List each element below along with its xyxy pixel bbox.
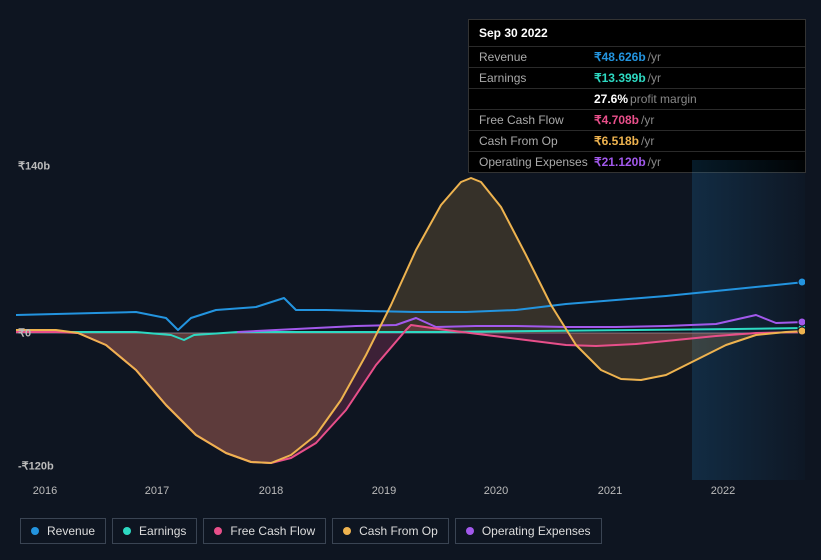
legend-dot-icon bbox=[466, 527, 474, 535]
legend-dot-icon bbox=[343, 527, 351, 535]
legend-label: Cash From Op bbox=[359, 524, 438, 538]
x-tick-label: 2017 bbox=[145, 485, 169, 497]
tooltip-label: Earnings bbox=[479, 71, 594, 85]
x-axis: 2016 2017 2018 2019 2020 2021 2022 bbox=[16, 485, 805, 505]
legend-label: Revenue bbox=[47, 524, 95, 538]
x-tick-label: 2018 bbox=[259, 485, 283, 497]
legend-label: Earnings bbox=[139, 524, 186, 538]
chart-canvas bbox=[16, 160, 805, 480]
tooltip-profit-margin: 27.6% profit margin bbox=[469, 88, 805, 109]
tooltip-row-fcf: Free Cash Flow₹4.708b /yr bbox=[469, 109, 805, 130]
x-tick-label: 2022 bbox=[711, 485, 735, 497]
marker-revenue bbox=[798, 278, 805, 286]
profit-margin-pct: 27.6% bbox=[594, 92, 628, 106]
tooltip-row-revenue: Revenue₹48.626b /yr bbox=[469, 46, 805, 67]
tooltip-label: Cash From Op bbox=[479, 134, 594, 148]
legend-label: Free Cash Flow bbox=[230, 524, 315, 538]
legend-dot-icon bbox=[123, 527, 131, 535]
x-tick-label: 2016 bbox=[33, 485, 57, 497]
legend-item-fcf[interactable]: Free Cash Flow bbox=[203, 518, 326, 544]
x-tick-label: 2020 bbox=[484, 485, 508, 497]
legend-dot-icon bbox=[214, 527, 222, 535]
x-tick-label: 2021 bbox=[598, 485, 622, 497]
y-tick-label: ₹140b bbox=[18, 160, 66, 173]
tooltip-row-cfo: Cash From Op₹6.518b /yr bbox=[469, 130, 805, 151]
tooltip-value: ₹48.626b bbox=[594, 50, 646, 64]
tooltip-value: ₹4.708b bbox=[594, 113, 639, 127]
tooltip-value: ₹6.518b bbox=[594, 134, 639, 148]
y-tick-label: -₹120b bbox=[18, 460, 66, 473]
tooltip-label: Free Cash Flow bbox=[479, 113, 594, 127]
marker-opex bbox=[798, 318, 805, 326]
financials-chart: ₹140b ₹0 -₹120b bbox=[16, 160, 805, 500]
tooltip-value: ₹13.399b bbox=[594, 71, 646, 85]
tooltip-row-earnings: Earnings₹13.399b /yr bbox=[469, 67, 805, 88]
chart-tooltip: Sep 30 2022 Revenue₹48.626b /yrEarnings₹… bbox=[468, 19, 806, 173]
x-tick-label: 2019 bbox=[372, 485, 396, 497]
legend-item-earnings[interactable]: Earnings bbox=[112, 518, 197, 544]
legend-item-revenue[interactable]: Revenue bbox=[20, 518, 106, 544]
legend-dot-icon bbox=[31, 527, 39, 535]
y-tick-label: ₹0 bbox=[18, 327, 66, 340]
forecast-band bbox=[692, 160, 805, 480]
legend-item-cfo[interactable]: Cash From Op bbox=[332, 518, 449, 544]
tooltip-label: Revenue bbox=[479, 50, 594, 64]
marker-cfo bbox=[798, 327, 805, 335]
chart-legend: Revenue Earnings Free Cash Flow Cash From O… bbox=[20, 518, 602, 544]
legend-item-opex[interactable]: Operating Expenses bbox=[455, 518, 602, 544]
tooltip-date: Sep 30 2022 bbox=[469, 20, 805, 46]
legend-label: Operating Expenses bbox=[482, 524, 591, 538]
